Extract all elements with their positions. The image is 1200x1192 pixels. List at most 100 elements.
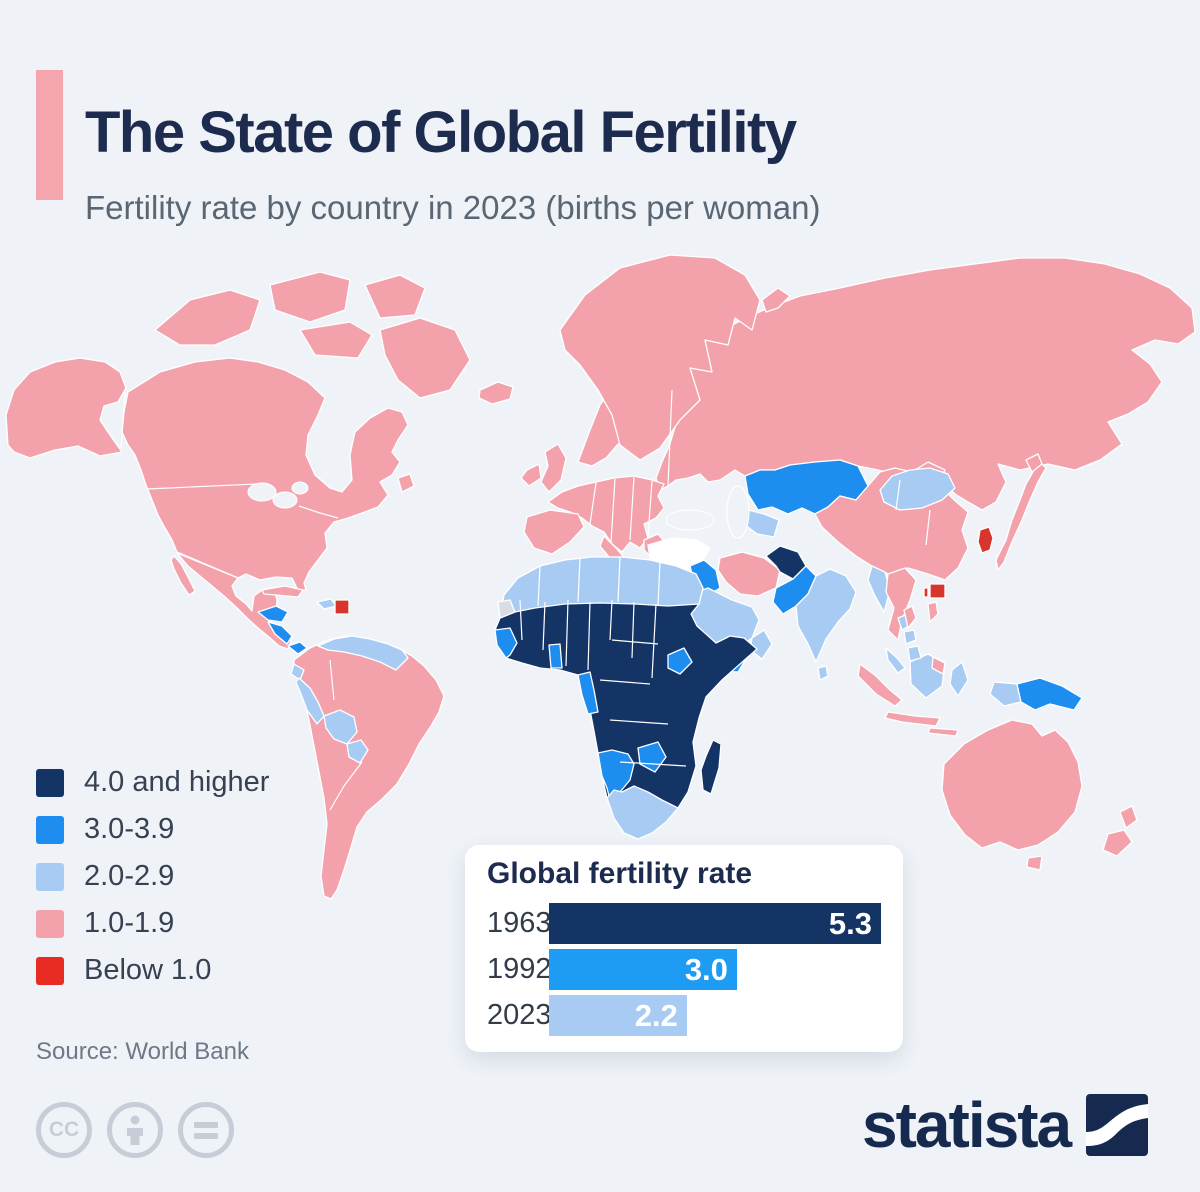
new-zealand-south — [1102, 829, 1133, 857]
bar-value-label: 3.0 — [684, 951, 728, 987]
bar-1992: 3.0 — [549, 949, 737, 990]
hokkaido — [1025, 453, 1043, 473]
ireland — [520, 463, 542, 487]
statista-logo-mark — [1086, 1094, 1149, 1156]
map-legend: 4.0 and higher 3.0-3.9 2.0-2.9 1.0-1.9 B… — [36, 766, 270, 1003]
paraguay — [346, 739, 369, 764]
page-subtitle: Fertility rate by country in 2023 (birth… — [85, 189, 821, 226]
arctic-island-4 — [364, 274, 426, 319]
kenya — [667, 647, 693, 675]
legend-item-below-1: Below 1.0 — [36, 954, 269, 986]
peru — [295, 677, 325, 725]
bar-1963: 5.3 — [549, 903, 881, 944]
bar-track: 2.2 — [549, 995, 881, 1036]
great-lake-2 — [272, 491, 298, 509]
sabah — [931, 656, 946, 675]
united-kingdom — [540, 443, 567, 493]
novaya-zemlya — [761, 287, 791, 313]
cc-icon-letters: CC — [48, 1118, 80, 1141]
mongolia — [879, 467, 956, 511]
legend-item-2-2-9: 2.0-2.9 — [36, 860, 269, 892]
bar-value-label: 2.2 — [634, 997, 678, 1033]
south-africa — [606, 785, 679, 840]
philippines-visayas — [903, 629, 917, 645]
myanmar — [867, 565, 891, 613]
hispaniola — [316, 598, 337, 610]
legend-swatch-red — [36, 956, 64, 985]
black-sea — [665, 509, 715, 531]
equals-glyph — [194, 1121, 218, 1139]
country-borders — [120, 389, 931, 811]
legend-swatch-blue — [36, 815, 64, 844]
hong-kong-marker — [929, 583, 946, 599]
person-glyph — [127, 1115, 143, 1145]
legend-label: 2.0-2.9 — [84, 860, 175, 892]
inset-chart-panel: Global fertility rate 1963 5.3 1992 3.0 … — [465, 845, 903, 1052]
gabon-congo — [577, 671, 599, 715]
legend-label: 1.0-1.9 — [84, 907, 175, 939]
greenland — [559, 254, 761, 461]
world-map — [5, 254, 1196, 900]
west-africa-coast — [494, 627, 518, 659]
bar-year-label: 1963 — [487, 907, 552, 939]
arctic-island-3 — [299, 321, 373, 359]
legend-swatch-navy — [36, 768, 64, 797]
india — [795, 568, 857, 663]
papua-new-guinea — [1016, 677, 1083, 711]
japan — [995, 461, 1047, 571]
taiwan — [927, 601, 939, 623]
philippines-mindanao — [907, 645, 922, 662]
new-zealand-north — [1119, 805, 1138, 829]
bar-row-1963: 1963 5.3 — [487, 903, 881, 944]
bar-2023: 2.2 — [549, 995, 687, 1036]
tasmania — [1026, 855, 1043, 871]
legend-label: Below 1.0 — [84, 954, 212, 986]
macau-marker — [923, 587, 929, 598]
south-america — [293, 635, 445, 900]
legend-swatch-lightblue — [36, 862, 64, 891]
java — [884, 711, 941, 727]
statista-wordmark: statista — [862, 1089, 1072, 1161]
baffin-island — [379, 317, 471, 399]
baja-california — [170, 555, 196, 596]
sulawesi — [949, 661, 969, 697]
bar-track: 3.0 — [549, 949, 881, 990]
australia — [941, 719, 1083, 851]
russia — [655, 257, 1196, 511]
iran — [717, 551, 781, 597]
south-korea — [977, 526, 994, 554]
source-note: Source: World Bank — [36, 1038, 249, 1065]
iberia — [523, 509, 585, 555]
alaska — [5, 357, 127, 459]
western-sahara — [497, 599, 516, 619]
puerto-rico-marker — [334, 599, 350, 615]
indochina — [885, 567, 917, 641]
legend-item-3-3-9: 3.0-3.9 — [36, 813, 269, 845]
legend-label: 4.0 and higher — [84, 766, 270, 798]
great-lake-3 — [291, 481, 309, 495]
indonesian-papua — [989, 681, 1022, 707]
bar-row-2023: 2023 2.2 — [487, 995, 881, 1036]
attribution-person-icon — [107, 1102, 163, 1158]
canada-us — [121, 357, 409, 591]
europe-mainland — [547, 475, 665, 553]
license-icons: CC — [36, 1102, 249, 1158]
caspian-sea — [726, 485, 750, 539]
panama — [287, 641, 308, 655]
madagascar — [700, 739, 722, 795]
bolivia — [323, 709, 358, 745]
venezuela-guyanas — [317, 635, 409, 671]
bar-track: 5.3 — [549, 903, 881, 944]
bar-value-label: 5.3 — [828, 905, 872, 941]
arctic-island-2 — [269, 271, 351, 323]
legend-item-4-and-higher: 4.0 and higher — [36, 766, 270, 798]
philippines-luzon — [903, 605, 917, 629]
sumatra — [857, 663, 903, 707]
iceland — [478, 381, 514, 405]
lesser-sunda — [927, 727, 959, 737]
page-title: The State of Global Fertility — [85, 99, 797, 165]
bar-row-1992: 1992 3.0 — [487, 949, 881, 990]
statista-brand: statista — [862, 1089, 1149, 1161]
bar-year-label: 1992 — [487, 953, 552, 985]
